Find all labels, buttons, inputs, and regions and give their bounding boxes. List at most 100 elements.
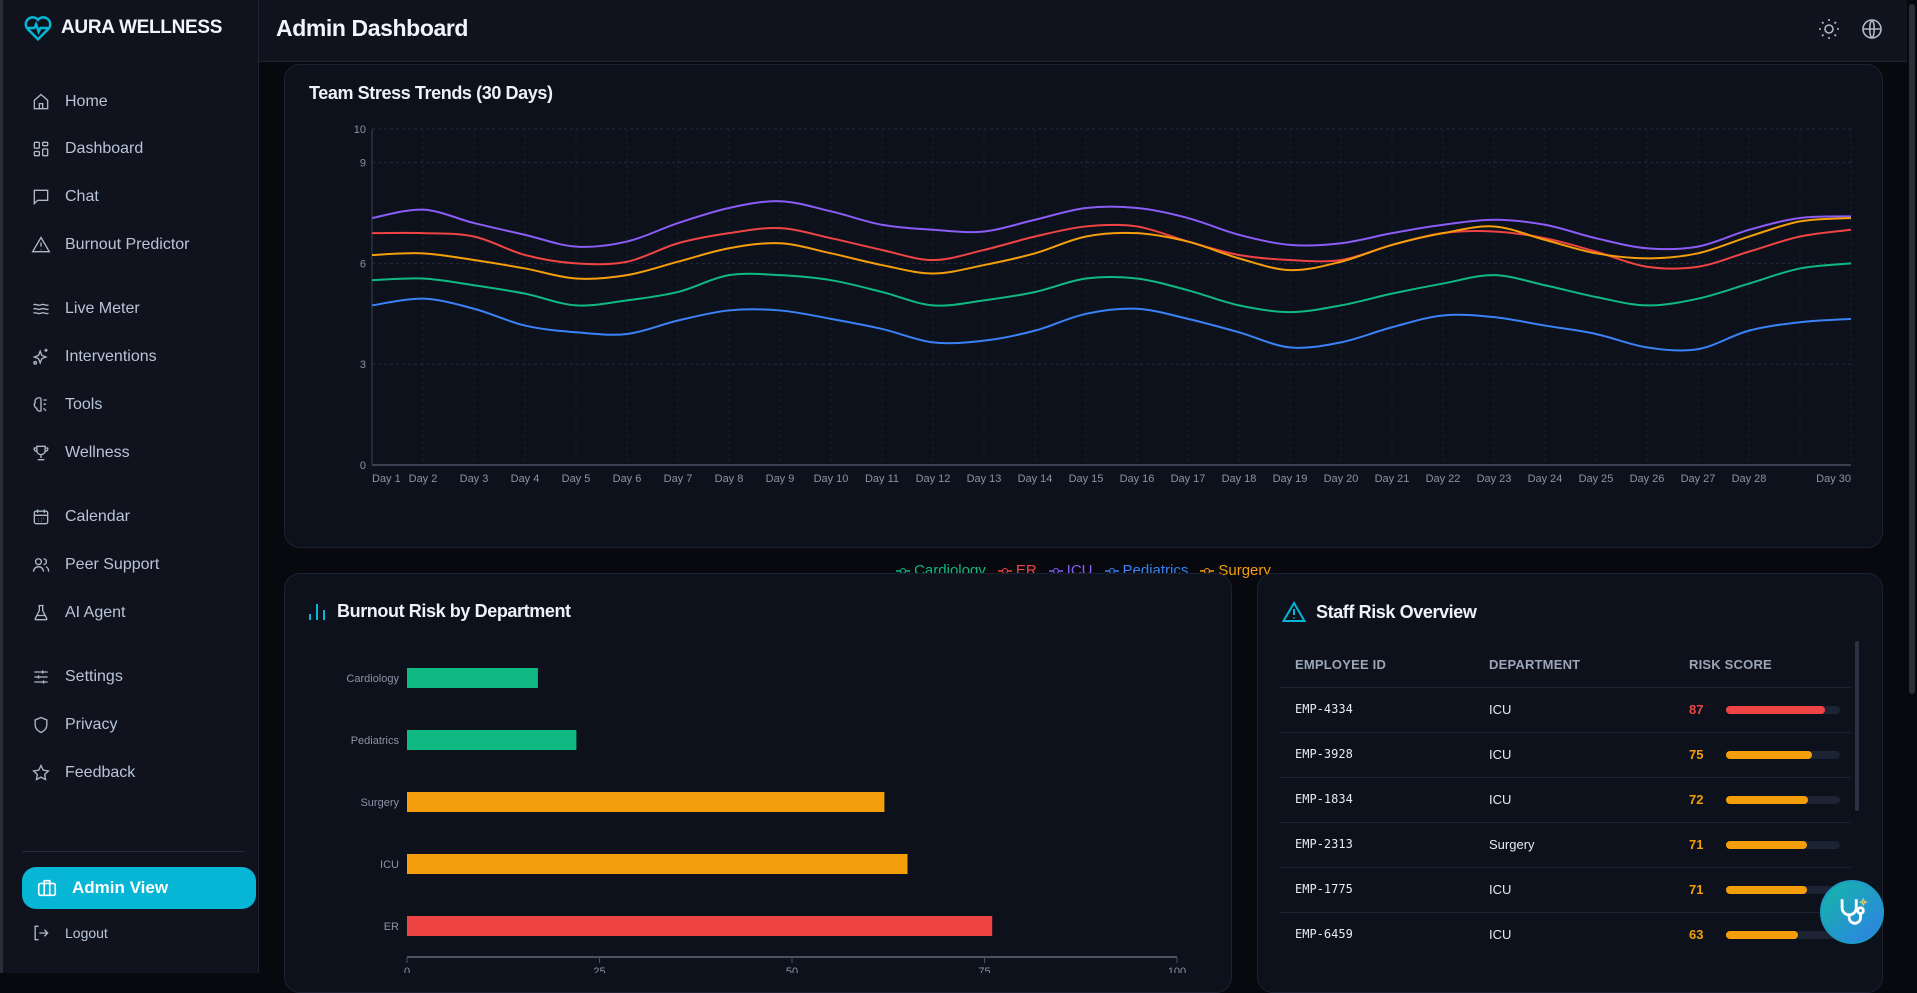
employee-id: EMP-2313	[1295, 837, 1353, 851]
star-icon	[32, 763, 50, 781]
globe-icon[interactable]	[1860, 17, 1884, 41]
x-tick-label: Day 24	[1528, 473, 1563, 485]
burnout-risk-title: Burnout Risk by Department	[337, 601, 571, 621]
logout-button[interactable]: Logout	[31, 923, 108, 943]
table-row[interactable]: EMP-4334 ICU 87	[1280, 687, 1851, 732]
sparkles-icon	[32, 348, 48, 365]
x-tick-label: Day 26	[1630, 473, 1665, 485]
risk-bar-fill	[1726, 706, 1826, 714]
risk-bar-fill	[1726, 751, 1812, 759]
sidebar-item-label: Dashboard	[65, 140, 144, 157]
sidebar-item-live-meter[interactable]: Live Meter	[31, 299, 140, 319]
x-tick-label: Day 23	[1477, 473, 1512, 485]
sidebar-item-label: AI Agent	[65, 604, 126, 621]
table-row[interactable]: EMP-1834 ICU 72	[1280, 777, 1851, 822]
x-tick-label: Day 10	[814, 473, 849, 485]
department: ICU	[1489, 747, 1512, 762]
warning-icon	[1282, 601, 1306, 622]
x-tick-label: Day 14	[1018, 473, 1053, 485]
x-tick-label: Day 12	[916, 473, 951, 485]
legend-item-surgery[interactable]: Surgery	[1200, 562, 1271, 579]
chat-icon	[33, 189, 49, 206]
table-scrollbar[interactable]	[1855, 641, 1859, 811]
sidebar-item-home[interactable]: Home	[31, 92, 108, 112]
sidebar-item-label: Chat	[65, 188, 99, 205]
flask-icon	[34, 604, 48, 621]
table-row[interactable]: EMP-2313 Surgery 71	[1280, 822, 1851, 867]
risk-bar-fill	[1726, 931, 1798, 939]
x-tick-label: Day 20	[1324, 473, 1359, 485]
x-tick-label: Day 22	[1426, 473, 1461, 485]
employee-id: EMP-1775	[1295, 882, 1353, 896]
sidebar-item-settings[interactable]: Settings	[31, 667, 123, 687]
home-icon	[33, 93, 49, 110]
risk-bar	[1726, 931, 1840, 939]
sidebar-item-label: Settings	[65, 668, 123, 685]
sidebar-item-dashboard[interactable]: Dashboard	[31, 139, 143, 159]
sun-icon[interactable]	[1817, 17, 1841, 41]
stress-line-chart: 0 3 6 9 10 Day 1 Day 2 Day 3 Day 4 Day 5 Day 6 Day …	[354, 124, 1852, 485]
staff-risk-card: Staff Risk Overview	[1257, 573, 1883, 993]
users-icon	[32, 558, 50, 572]
x-tick-label: Day 27	[1681, 473, 1716, 485]
sidebar-item-label: Live Meter	[65, 300, 140, 317]
risk-score: 63	[1689, 927, 1704, 942]
sidebar-item-ai-agent[interactable]: AI Agent	[31, 603, 126, 623]
sidebar-item-label: Peer Support	[65, 556, 160, 573]
risk-bar-fill	[1726, 796, 1809, 804]
y-tick-label: 10	[354, 124, 366, 136]
burnout-risk-card: Burnout Risk by Department	[284, 573, 1232, 993]
x-tick-label: Day 11	[865, 473, 899, 485]
admin-view-label: Admin View	[72, 878, 169, 897]
series-line-er	[371, 223, 1852, 270]
employee-id: EMP-3928	[1295, 747, 1353, 761]
page-scrollbar[interactable]	[1907, 0, 1917, 973]
stethoscope-icon	[1840, 897, 1868, 925]
shield-icon	[34, 716, 48, 734]
sidebar-item-peer-support[interactable]: Peer Support	[31, 555, 159, 575]
risk-bar	[1726, 706, 1840, 714]
app-logo[interactable]: AURA WELLNESS	[23, 14, 222, 42]
sidebar-divider	[22, 851, 245, 852]
grid-icon	[33, 141, 49, 157]
x-tick-label: Day 9	[766, 473, 795, 485]
table-row[interactable]: EMP-1775 ICU 71	[1280, 867, 1851, 912]
employee-id: EMP-1834	[1295, 792, 1353, 806]
x-tick-label: Day 5	[562, 473, 591, 485]
sidebar-item-privacy[interactable]: Privacy	[31, 715, 117, 735]
ai-assistant-button[interactable]	[1820, 880, 1884, 944]
col-department: DEPARTMENT	[1489, 657, 1581, 672]
page-title: Admin Dashboard	[276, 15, 469, 41]
col-employee-id: EMPLOYEE ID	[1295, 657, 1387, 672]
x-tick-label: Day 15	[1069, 473, 1104, 485]
sidebar-item-wellness[interactable]: Wellness	[31, 443, 130, 463]
x-tick-label: Day 30	[1816, 473, 1851, 485]
x-tick-label: Day 1	[372, 473, 401, 485]
y-tick-label: 3	[360, 359, 366, 371]
calendar-icon	[33, 509, 49, 525]
sidebar-item-label: Calendar	[65, 508, 130, 525]
department: ICU	[1489, 927, 1512, 942]
sidebar-item-label: Interventions	[65, 348, 157, 365]
x-tick-label: Day 18	[1222, 473, 1257, 485]
x-tick-label: Day 28	[1732, 473, 1767, 485]
sidebar-item-tools[interactable]: Tools	[31, 395, 102, 415]
risk-bar	[1726, 751, 1840, 759]
logout-icon	[34, 925, 49, 941]
sidebar-item-feedback[interactable]: Feedback	[31, 763, 135, 783]
sidebar-item-burnout-predictor[interactable]: Burnout Predictor	[31, 235, 190, 255]
table-row[interactable]: EMP-6459 ICU 63	[1280, 912, 1851, 957]
risk-bar-fill	[1726, 841, 1807, 849]
heart-pulse-icon	[24, 16, 52, 42]
x-tick-label: Day 17	[1171, 473, 1206, 485]
sidebar-item-interventions[interactable]: Interventions	[31, 347, 157, 367]
x-tick-label: Day 4	[511, 473, 540, 485]
admin-view-button[interactable]: Admin View	[22, 867, 256, 909]
sidebar-item-label: Wellness	[65, 444, 130, 461]
x-tick-label: Day 3	[460, 473, 489, 485]
brain-icon	[33, 397, 47, 412]
sliders-icon	[34, 670, 48, 684]
table-row[interactable]: EMP-3928 ICU 75	[1280, 732, 1851, 777]
sidebar-item-chat[interactable]: Chat	[31, 187, 99, 207]
sidebar-item-calendar[interactable]: Calendar	[31, 507, 130, 527]
